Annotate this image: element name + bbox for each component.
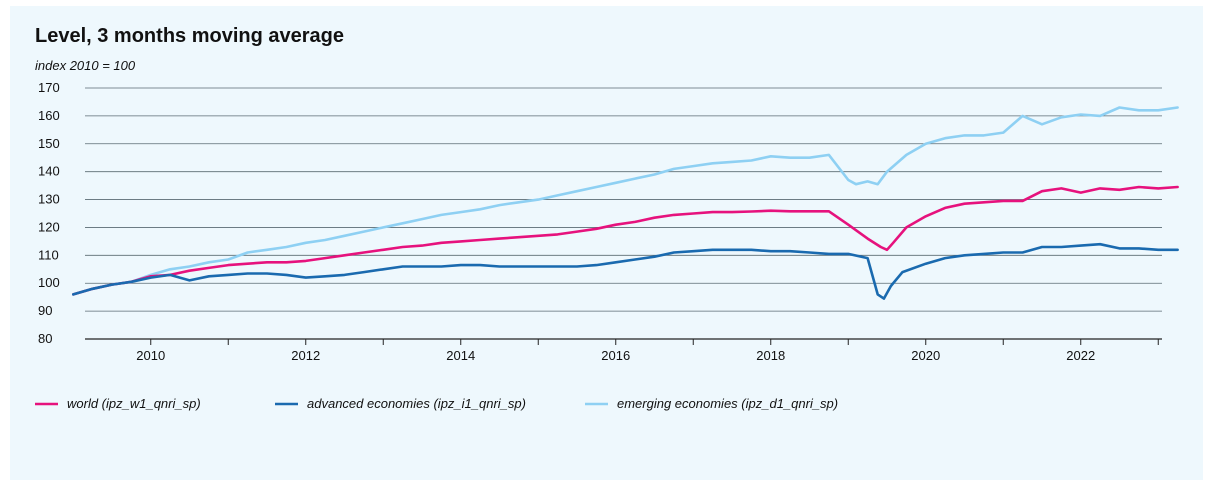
series-line-emerging-economies (72, 106, 1179, 296)
x-tick-label: 2018 (756, 348, 785, 363)
legend-label: advanced economies (ipz_i1_qnri_sp) (307, 396, 526, 411)
y-tick-label: 140 (38, 164, 60, 179)
y-tick-label: 130 (38, 192, 60, 207)
x-tick-label: 2016 (601, 348, 630, 363)
legend-label: world (ipz_w1_qnri_sp) (67, 396, 201, 411)
y-tick-label: 90 (38, 303, 52, 318)
x-tick-label: 2020 (911, 348, 940, 363)
y-tick-label: 80 (38, 331, 52, 346)
chart-panel (10, 6, 1203, 480)
x-tick-label: 2014 (446, 348, 475, 363)
chart-title: Level, 3 months moving average (35, 25, 344, 47)
y-tick-label: 170 (38, 80, 60, 95)
y-tick-label: 160 (38, 108, 60, 123)
legend-label: emerging economies (ipz_d1_qnri_sp) (617, 396, 838, 411)
x-tick-label: 2022 (1066, 348, 1095, 363)
x-tick-label: 2012 (291, 348, 320, 363)
x-tick-label: 2010 (136, 348, 165, 363)
y-tick-label: 110 (38, 247, 59, 262)
series-line-world (72, 185, 1179, 296)
y-tick-label: 100 (38, 275, 60, 290)
y-tick-label: 120 (38, 219, 60, 234)
series-line-advanced-economies (72, 242, 1179, 300)
y-axis-unit-label: index 2010 = 100 (35, 58, 136, 73)
y-tick-label: 150 (38, 136, 60, 151)
